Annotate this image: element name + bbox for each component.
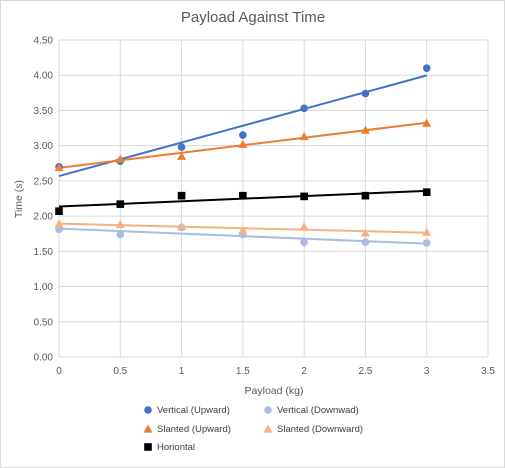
- y-tick-label: 2.50: [34, 176, 54, 187]
- tick-labels: 0.000.501.001.502.002.503.003.504.004.50…: [34, 36, 496, 378]
- y-tick-label: 3.00: [34, 141, 54, 152]
- y-tick-label: 0.50: [34, 317, 54, 328]
- data-point: [422, 64, 431, 72]
- data-point: [361, 89, 370, 98]
- y-axis-title: Time (s): [13, 180, 25, 218]
- data-point: [177, 143, 186, 151]
- data-point: [238, 225, 248, 234]
- chart-title: Payload Against Time: [181, 9, 325, 26]
- x-tick-label: 3.5: [481, 366, 495, 377]
- legend-label: Vertical (Downwad): [277, 405, 359, 416]
- data-point: [238, 139, 248, 148]
- data-point: [177, 222, 187, 231]
- legend-marker: [263, 424, 273, 433]
- x-tick-label: 0: [56, 366, 62, 377]
- legend-label: Slanted (Upward): [157, 424, 231, 435]
- legend-label: Slanted (Downward): [277, 424, 363, 435]
- legend-marker: [264, 406, 272, 414]
- data-point: [239, 131, 247, 139]
- data-point: [361, 191, 370, 200]
- x-tick-label: 1: [179, 366, 185, 377]
- data-point: [300, 104, 308, 113]
- data-point: [299, 132, 309, 141]
- x-tick-label: 1.5: [236, 366, 250, 377]
- data-point: [116, 230, 125, 239]
- y-tick-label: 1.00: [34, 282, 54, 293]
- data-point: [422, 227, 432, 236]
- data-point: [361, 238, 370, 246]
- legend: Vertical (Upward) Vertical (Downwad) Slant…: [143, 405, 363, 453]
- x-axis-title: Payload (kg): [245, 385, 304, 397]
- data-point: [55, 207, 63, 215]
- data-point: [54, 163, 64, 172]
- data-point: [239, 191, 247, 200]
- data-point: [177, 151, 187, 160]
- legend-label: Vertical (Upward): [157, 405, 230, 416]
- legend-marker: [144, 443, 152, 451]
- legend-marker: [143, 424, 153, 433]
- y-tick-label: 0.00: [34, 353, 54, 364]
- x-tick-label: 3: [424, 366, 430, 377]
- data-point: [299, 222, 309, 231]
- y-tick-label: 1.50: [34, 247, 54, 258]
- data-point: [422, 239, 431, 247]
- x-tick-label: 2: [301, 366, 307, 377]
- data-point: [300, 238, 308, 246]
- data-points: [54, 64, 432, 247]
- legend-marker: [144, 406, 152, 414]
- legend-label: Horiontal: [157, 442, 195, 453]
- data-point: [422, 118, 432, 127]
- data-point: [55, 225, 63, 234]
- gridlines: [58, 39, 489, 358]
- data-point: [115, 220, 125, 229]
- data-point: [177, 191, 186, 200]
- data-point: [115, 154, 125, 163]
- data-point: [360, 228, 370, 237]
- y-tick-label: 4.00: [34, 71, 54, 82]
- y-tick-label: 3.50: [34, 106, 54, 117]
- y-tick-label: 2.00: [34, 212, 54, 223]
- data-point: [422, 188, 431, 196]
- y-tick-label: 4.50: [34, 36, 54, 47]
- x-tick-label: 2.5: [358, 366, 372, 377]
- x-tick-label: 0.5: [113, 366, 127, 377]
- data-point: [300, 192, 308, 201]
- data-point: [116, 200, 125, 208]
- data-point: [54, 219, 64, 228]
- data-point: [360, 125, 370, 134]
